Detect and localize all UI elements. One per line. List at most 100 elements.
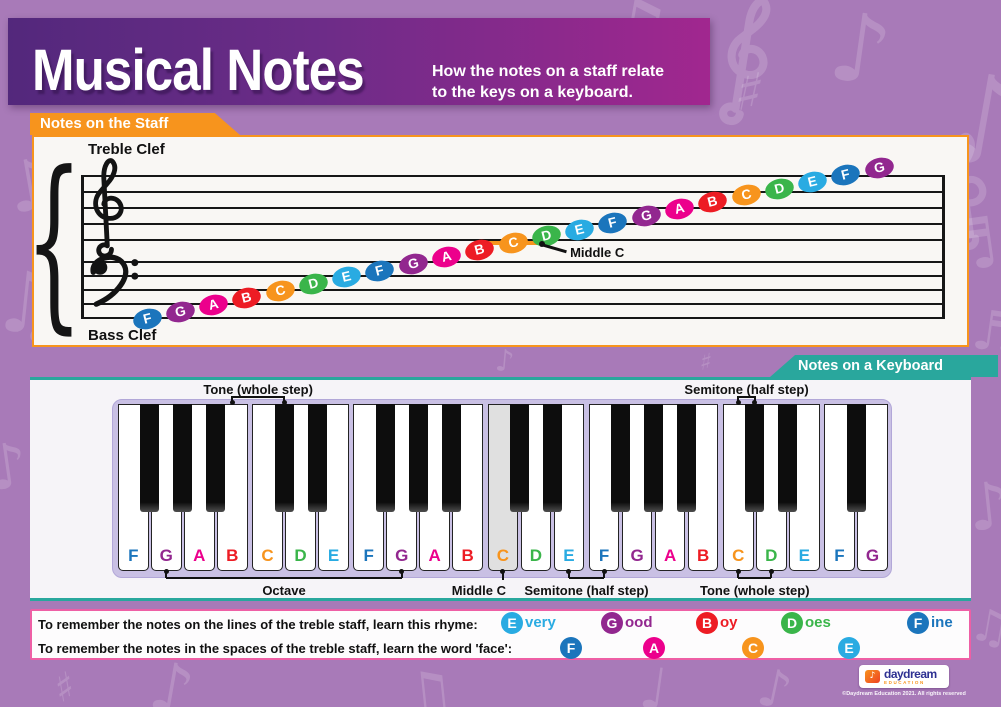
semitone-bottom-bracket-line	[568, 577, 605, 580]
white-key-label: A	[193, 546, 206, 565]
octave-bracket-tick	[165, 572, 168, 578]
face-letter-f: F	[560, 637, 582, 659]
tone-top-bracket-dot	[281, 400, 287, 405]
music-note-motif: ♯	[698, 347, 714, 377]
bass-staff-line	[82, 289, 944, 292]
black-key	[173, 404, 193, 512]
tone-bottom-bracket-dot	[735, 569, 741, 574]
semitone-bottom-bracket-tick	[567, 572, 570, 578]
treble-clef-label: Treble Clef	[88, 141, 165, 158]
music-note-motif: ♪	[493, 343, 516, 380]
semitone-top-bracket-dot	[752, 400, 758, 405]
bass-staff-line	[82, 303, 944, 306]
black-key	[745, 404, 765, 512]
semitone-top-bracket-tick	[753, 396, 756, 402]
octave-bracket-line	[166, 577, 402, 580]
semitone-top-bracket-tick	[737, 396, 740, 402]
tone-top-bracket-line	[232, 396, 284, 399]
octave-bracket-dot	[163, 569, 169, 574]
music-note-motif: ♪	[822, 0, 899, 109]
brand-logo: ♪ daydream EDUCATION	[859, 665, 949, 688]
middle-c-key-tick	[501, 572, 504, 580]
treble-clef-icon	[86, 155, 130, 264]
white-key-label: E	[563, 546, 575, 565]
rhyme-word-rest: ood	[625, 614, 653, 631]
brand-name: daydream	[884, 666, 937, 681]
white-key-label: D	[294, 546, 307, 565]
section-tab-staff: Notes on the Staff	[30, 113, 240, 135]
semitone-top-bracket-label: Semitone (half step)	[684, 382, 809, 397]
section-tab-keyboard: Notes on a Keyboard	[770, 355, 998, 377]
music-note-motif: ♫	[396, 655, 460, 707]
rhyme-word-rest: very	[525, 614, 556, 631]
treble-staff-line	[82, 175, 944, 178]
octave-bracket-tick	[400, 572, 403, 578]
semitone-bottom-bracket-dot	[601, 569, 607, 574]
music-note-motif: ♩	[635, 653, 672, 707]
note-badge-f: F	[907, 612, 929, 634]
white-key-label: G	[395, 546, 409, 565]
page-subtitle: How the notes on a staff relate to the k…	[432, 61, 664, 103]
white-key-label: D	[529, 546, 543, 565]
tone-top-bracket-tick	[282, 396, 286, 402]
semitone-top-bracket-dot	[735, 400, 741, 405]
octave-bracket-dot	[399, 569, 405, 574]
treble-clef-motif	[708, 0, 785, 136]
brand-text: daydream EDUCATION	[884, 666, 937, 685]
music-note-motif: ♯	[51, 663, 79, 707]
black-key	[542, 404, 562, 512]
music-note-motif: ♯	[729, 57, 769, 127]
page-title: Musical Notes	[32, 38, 365, 103]
black-key	[644, 404, 664, 512]
black-key	[140, 404, 160, 512]
rhyme-word-rest: oes	[805, 614, 831, 631]
white-key-label: B	[696, 546, 710, 565]
white-key-label: G	[630, 546, 644, 565]
tone-top-bracket-label: Tone (whole step)	[203, 382, 313, 397]
rhyme-word-rest: ine	[931, 614, 953, 631]
middle-c-key-dot	[500, 569, 506, 574]
white-key-label: F	[363, 546, 374, 565]
black-key	[778, 404, 798, 512]
black-key	[375, 404, 395, 512]
semitone-bottom-bracket-dot	[566, 569, 572, 574]
black-key	[441, 404, 461, 512]
tone-bottom-bracket-label: Tone (whole step)	[700, 583, 810, 598]
white-key-label: F	[128, 546, 139, 565]
middle-c-pointer-dot	[539, 241, 546, 248]
white-key-label: B	[226, 546, 239, 565]
tone-top-bracket-tick	[231, 396, 234, 402]
music-note-icon: ♪	[865, 670, 880, 683]
rhyme-line2-intro: To remember the notes in the spaces of t…	[38, 641, 513, 656]
middle-c-keyboard-label: Middle C	[451, 583, 506, 598]
face-letter-e: E	[838, 637, 860, 659]
semitone-top-bracket-line	[738, 396, 755, 399]
black-key	[408, 404, 428, 512]
note-badge-b: B	[696, 612, 718, 634]
note-badge-g: G	[601, 612, 623, 634]
grand-staff-brace: {	[25, 132, 83, 351]
staff-barline-right	[942, 175, 945, 319]
section-tab-staff-label: Notes on the Staff	[40, 115, 169, 132]
semitone-bottom-bracket-tick	[603, 572, 606, 578]
black-key	[677, 404, 697, 512]
note-badge-f: F	[560, 637, 582, 659]
note-badge-e: E	[838, 637, 860, 659]
white-key-label: G	[159, 546, 173, 565]
rhyme-panel	[30, 609, 971, 660]
white-key-label: D	[765, 546, 778, 565]
black-key	[274, 404, 294, 512]
music-note-motif: ♪	[752, 657, 798, 707]
face-letter-c: C	[742, 637, 764, 659]
black-key	[846, 404, 866, 512]
white-key-label: G	[865, 546, 880, 565]
note-badge-c: C	[742, 637, 764, 659]
section-tab-keyboard-label: Notes on a Keyboard	[798, 358, 944, 374]
note-badge-a: A	[643, 637, 665, 659]
white-key-label: A	[663, 546, 677, 565]
